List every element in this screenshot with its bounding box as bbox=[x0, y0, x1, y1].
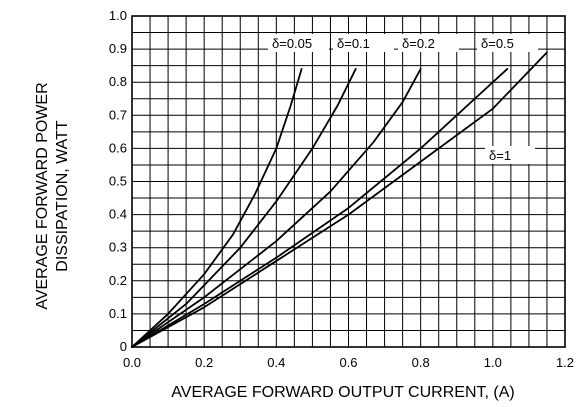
grid bbox=[131, 15, 566, 348]
series-label-2: δ=0.2 bbox=[402, 36, 435, 51]
y-tick-label: 0.2 bbox=[109, 273, 127, 288]
x-tick-label: 0.2 bbox=[195, 355, 213, 370]
x-tick-label: 1.0 bbox=[484, 355, 502, 370]
series-line-1 bbox=[131, 68, 357, 348]
series-label-4: δ=1 bbox=[489, 148, 511, 163]
series-label-0: δ=0.05 bbox=[272, 36, 312, 51]
y-axis-title-line-1: AVERAGE FORWARD POWER bbox=[34, 82, 51, 309]
y-tick-label: 0.3 bbox=[109, 240, 127, 255]
series-label-background bbox=[333, 34, 394, 52]
series-label-background bbox=[477, 34, 538, 52]
x-tick-label: 0.0 bbox=[123, 355, 141, 370]
y-tick-label: 0.9 bbox=[109, 41, 127, 56]
x-tick-label: 0.8 bbox=[412, 355, 430, 370]
series-line-0 bbox=[131, 68, 303, 348]
y-tick-label: 0.5 bbox=[109, 174, 127, 189]
y-axis-ticks: 0 0.1 0.2 0.3 0.4 0.5 0.6 0.7 0.8 0.9 1.0 bbox=[109, 8, 127, 354]
series-label-background bbox=[398, 34, 459, 52]
series-label-background bbox=[485, 146, 535, 164]
series-label-background bbox=[268, 34, 329, 52]
series-group bbox=[131, 51, 548, 348]
series-label-1: δ=0.1 bbox=[337, 36, 370, 51]
x-tick-label: 0.6 bbox=[339, 355, 357, 370]
y-tick-label: 1.0 bbox=[109, 8, 127, 23]
series-labels: δ=0.05 δ=0.1 δ=0.2 δ=0.5 δ=1 bbox=[268, 34, 538, 164]
y-tick-label: 0.6 bbox=[109, 140, 127, 155]
y-tick-label: 0 bbox=[120, 339, 127, 354]
x-tick-label: 0.4 bbox=[267, 355, 285, 370]
x-tick-label: 1.2 bbox=[556, 355, 574, 370]
x-axis-title: AVERAGE FORWARD OUTPUT CURRENT, (A) bbox=[171, 384, 514, 401]
series-label-3: δ=0.5 bbox=[481, 36, 514, 51]
x-axis-ticks: 0.0 0.2 0.4 0.6 0.8 1.0 1.2 bbox=[123, 355, 574, 370]
series-line-2 bbox=[131, 68, 422, 348]
y-tick-label: 0.8 bbox=[109, 74, 127, 89]
series-line-3 bbox=[131, 68, 509, 348]
plot-frame bbox=[131, 15, 566, 348]
y-tick-label: 0.4 bbox=[109, 207, 127, 222]
axes bbox=[131, 15, 566, 348]
y-tick-label: 0.7 bbox=[109, 107, 127, 122]
series-line-4 bbox=[131, 51, 548, 348]
y-tick-label: 0.1 bbox=[109, 306, 127, 321]
y-axis-title-line-2: DISSIPATION, WATT bbox=[54, 120, 71, 272]
